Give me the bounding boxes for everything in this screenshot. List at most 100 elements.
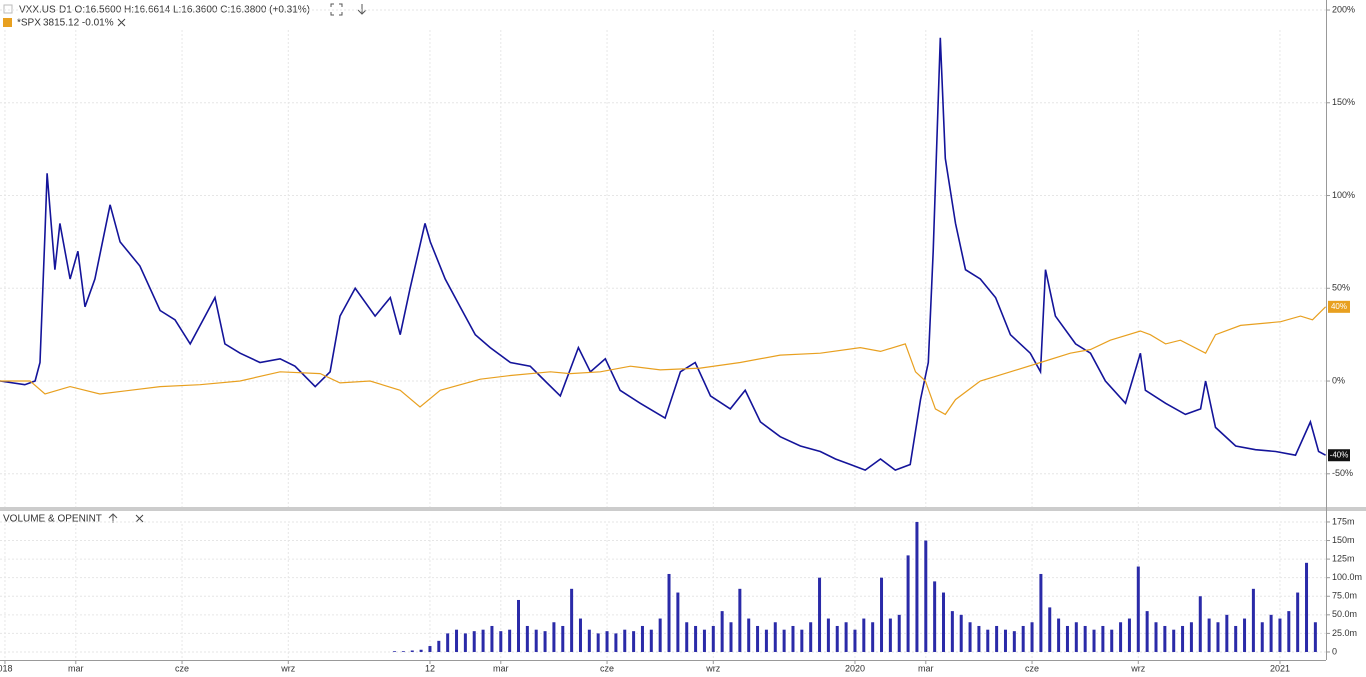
volume-bar [800, 629, 804, 652]
volume-bar [888, 618, 892, 652]
volume-bar [826, 618, 830, 652]
volume-bar [1039, 573, 1043, 652]
volume-bar [632, 631, 636, 652]
volume-bar [773, 622, 777, 652]
y-tick-label: 50% [1332, 283, 1350, 293]
series-line [0, 306, 1327, 416]
volume-bar [463, 633, 467, 652]
volume-bar [640, 625, 644, 652]
x-tick-label: wrz [705, 663, 720, 673]
volume-bar [977, 625, 981, 652]
volume-bar [880, 577, 884, 652]
volume-bar [1172, 629, 1176, 652]
volume-bar [835, 625, 839, 652]
x-tick-label: mar [493, 663, 509, 673]
x-tick-label: mar [918, 663, 934, 673]
volume-bar [756, 625, 760, 652]
volume-bar [1083, 625, 1087, 652]
legend-swatch [3, 18, 12, 27]
series-toggle[interactable] [3, 4, 13, 14]
volume-bar [1313, 622, 1317, 652]
volume-bar [1048, 607, 1052, 652]
fullscreen-icon[interactable] [330, 3, 343, 16]
series-name: *SPX [17, 18, 41, 29]
volume-bar [605, 631, 609, 652]
end-value-label: 40% [1331, 302, 1347, 311]
close-icon[interactable] [135, 514, 144, 523]
volume-bar [534, 629, 538, 652]
volume-bar [694, 625, 698, 652]
volume-bar [1092, 629, 1096, 652]
volume-bar [1074, 622, 1078, 652]
volume-bar [986, 629, 990, 652]
close-icon[interactable] [117, 18, 126, 27]
volume-bar [924, 540, 928, 652]
volume-bar [1207, 618, 1211, 652]
volume-bar [570, 588, 574, 652]
volume-bar [1181, 625, 1185, 652]
series-info: 3815.12 -0.01% [43, 18, 114, 29]
x-tick-label: 018 [0, 663, 12, 673]
volume-bar [720, 611, 724, 652]
volume-bar [1057, 618, 1061, 652]
volume-bar [1127, 618, 1131, 652]
volume-bar [738, 588, 742, 652]
volume-bar [1110, 629, 1114, 652]
y-tick-label: 0 [1332, 646, 1337, 656]
y-tick-label: 150% [1332, 97, 1355, 107]
x-tick-label: 12 [425, 663, 435, 673]
x-tick-label: cze [600, 663, 614, 673]
volume-bar [862, 618, 866, 652]
volume-bar [1278, 618, 1282, 652]
volume-bar [1260, 622, 1264, 652]
y-tick-label: 200% [1332, 4, 1355, 14]
volume-bar [1012, 631, 1016, 652]
volume-bar [1021, 625, 1025, 652]
volume-bar [1154, 622, 1158, 652]
volume-bar [853, 629, 857, 652]
y-tick-label: 150m [1332, 535, 1355, 545]
volume-bar [685, 622, 689, 652]
volume-bar [490, 625, 494, 652]
x-tick-label: wrz [280, 663, 295, 673]
volume-bar [1269, 614, 1273, 652]
pane-title: VOLUME & OPENINT [3, 514, 102, 525]
volume-bar [499, 631, 503, 652]
volume-bar [587, 629, 591, 652]
volume-bar [552, 622, 556, 652]
y-tick-label: 75.0m [1332, 591, 1357, 601]
volume-bar [667, 573, 671, 652]
volume-bar [517, 599, 520, 652]
volume-bar [623, 629, 627, 652]
volume-bar [906, 555, 910, 652]
volume-bar [1065, 625, 1069, 652]
move-down-icon[interactable] [357, 4, 367, 15]
volume-bar [1287, 611, 1291, 652]
volume-bar [897, 614, 901, 652]
volume-bar [1030, 622, 1034, 652]
volume-bar [1296, 592, 1300, 652]
volume-bar [1234, 625, 1238, 652]
volume-bar [1243, 618, 1247, 652]
volume-bar [481, 629, 485, 652]
volume-bar [543, 631, 547, 652]
volume-bar [782, 629, 786, 652]
y-tick-label: 25.0m [1332, 628, 1357, 638]
y-tick-label: 0% [1332, 375, 1345, 385]
end-value-badge [1328, 449, 1350, 462]
x-tick-label: 2020 [845, 663, 865, 673]
y-tick-label: 175m [1332, 516, 1355, 526]
y-tick-label: 125m [1332, 553, 1355, 563]
volume-bar [747, 618, 751, 652]
volume-bar [933, 581, 937, 652]
volume-bar [1136, 566, 1140, 652]
volume-bar [942, 592, 945, 652]
volume-bar [437, 640, 441, 652]
volume-bar [1119, 622, 1123, 652]
y-tick-label: 100.0m [1332, 572, 1362, 582]
x-tick-label: mar [68, 663, 84, 673]
volume-bar [764, 629, 768, 652]
volume-bar [950, 611, 954, 652]
